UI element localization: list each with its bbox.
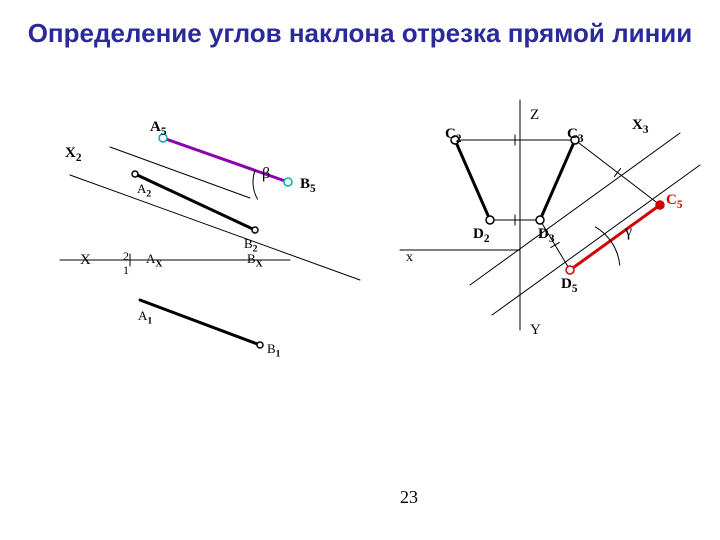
diagram-label-beta: β — [262, 165, 270, 183]
diagram-label-C3: C3 — [567, 126, 583, 145]
diagram-label-X: x — [406, 250, 413, 266]
diagram-label-C2: C2 — [445, 126, 461, 145]
diagram-label-B5: B5 — [300, 176, 316, 195]
diagram-label-A5: A5 — [150, 119, 166, 138]
diagram-label-C5: C5 — [666, 192, 682, 211]
page-number: 23 — [400, 487, 418, 508]
diagram-label-D5: D5 — [561, 276, 577, 295]
diagram-label-Z: Z — [530, 107, 539, 124]
diagram-label-D2: D2 — [473, 226, 489, 245]
diagram-label-D3: D3 — [538, 226, 554, 245]
diagram-canvas — [0, 0, 720, 540]
diagram-label-X: X — [80, 252, 91, 269]
diagram-label-A1: A1 — [138, 308, 152, 327]
diagram-label-A2: A2 — [137, 181, 151, 200]
diagram-label-X3: X3 — [632, 117, 648, 136]
diagram-label-n1: 1 — [123, 263, 129, 278]
diagram-label-X2: X2 — [65, 145, 81, 164]
diagram-label-gamma: γ — [625, 223, 632, 241]
diagram-label-n2: 2 — [123, 249, 129, 264]
diagram-label-Bx: BX — [247, 251, 263, 270]
diagram-label-Y: Y — [530, 322, 541, 339]
diagram-label-Ax: AX — [146, 251, 162, 270]
diagram-label-B1: B1 — [267, 341, 281, 360]
